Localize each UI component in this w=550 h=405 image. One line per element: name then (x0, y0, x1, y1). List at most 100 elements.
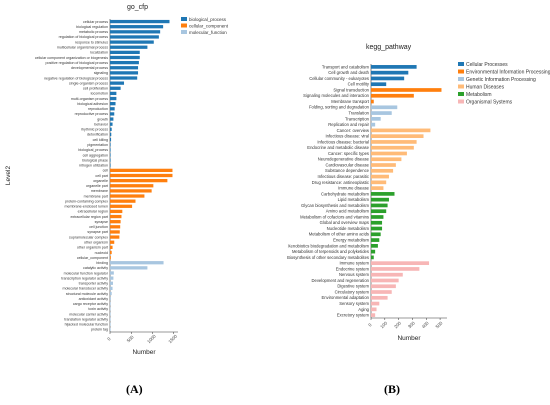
bar (110, 281, 113, 285)
bar (371, 128, 431, 133)
x-tick-label: 0 (367, 322, 373, 328)
category-label: negative regulation of biological proces… (44, 76, 108, 80)
bar (110, 271, 114, 275)
bar (371, 220, 383, 225)
legend-entry: Metabolism (466, 92, 492, 98)
bar (371, 249, 376, 254)
bar (110, 25, 164, 29)
bar (110, 209, 123, 214)
bar (110, 91, 117, 96)
category-label: Transcription (345, 116, 370, 121)
category-label: Cell motility (348, 82, 370, 87)
bar (110, 40, 154, 44)
category-label: Amino acid metabolism (326, 209, 370, 214)
category-label: hijacked molecular function (65, 323, 108, 327)
bar (371, 145, 414, 150)
category-label: Glycan biosynthesis and metabolism (301, 203, 369, 208)
bar (110, 148, 111, 152)
category-label: Excretory system (337, 313, 370, 318)
category-label: Membrane transport (331, 99, 370, 104)
category-label: Immune system (339, 261, 369, 266)
category-label: metabolic process (79, 30, 108, 34)
category-label: Infectious disease: parasitic (318, 174, 369, 179)
category-label: cellular_component (77, 256, 108, 260)
category-label: Cancer: specific types (328, 151, 369, 156)
category-label: locomotion (91, 92, 108, 96)
category-label: pigmentation (87, 143, 108, 147)
category-label: transcription regulator activity (61, 276, 108, 280)
category-label: extracellular region part (70, 215, 108, 219)
y-axis-label: Level2 (5, 166, 12, 186)
bar (110, 307, 111, 311)
panel-b-label: (B) (384, 382, 400, 396)
category-label: cellular component organization or bioge… (35, 56, 108, 60)
category-label: membrane (91, 189, 108, 193)
legend-swatch (458, 99, 464, 104)
bar (371, 238, 380, 242)
bar (371, 272, 403, 277)
category-label: Aging (358, 307, 369, 312)
bar (110, 127, 112, 131)
bar (110, 112, 115, 116)
bar (110, 158, 111, 162)
category-label: reproduction (88, 107, 108, 111)
bar (371, 151, 407, 156)
bar (110, 60, 139, 65)
bar (371, 267, 420, 271)
category-label: protein-containing complex (65, 199, 108, 203)
category-label: cell aggregation (83, 153, 108, 157)
category-label: Infectious disease: viral (325, 134, 369, 139)
bar (110, 143, 111, 147)
bar (110, 102, 116, 106)
legend-entry: Cellular Processes (466, 62, 508, 68)
category-label: Lipid metabolism (338, 197, 370, 202)
x-tick-label: 300 (407, 320, 416, 329)
category-label: Energy metabolism (333, 238, 369, 243)
category-label: cargo receptor activity (73, 302, 108, 306)
bar (110, 184, 154, 188)
bar (110, 168, 173, 173)
category-label: Nervous system (339, 272, 370, 277)
bar (110, 153, 111, 157)
x-tick-label: 200 (393, 320, 402, 329)
category-label: regulation of biological process (59, 35, 109, 39)
panel-a-label: (A) (126, 382, 143, 396)
category-label: Endocrine and metabolic disease (307, 145, 369, 150)
bar (371, 261, 430, 266)
bar (371, 76, 405, 81)
bar (110, 122, 113, 126)
category-label: Endocrine system (336, 266, 370, 271)
category-label: positive regulation of biological proces… (45, 61, 108, 65)
category-label: Drug resistance: antineoplastic (312, 180, 369, 185)
bar (371, 209, 387, 214)
bar (371, 278, 399, 283)
category-label: cell part (95, 174, 108, 178)
bar (371, 301, 380, 306)
bar (110, 276, 114, 280)
bar (110, 189, 152, 193)
category-label: Substance dependence (325, 168, 370, 173)
bar (110, 302, 111, 306)
category-label: molecular function regulator (64, 271, 109, 275)
bar (371, 313, 376, 317)
bar (371, 163, 396, 167)
category-label: Xenobiotics biodegradation and metabolis… (288, 243, 370, 248)
bar (110, 255, 111, 260)
bar (371, 93, 414, 98)
bar (371, 215, 384, 219)
bar (110, 266, 148, 270)
category-label: Signal transduction (333, 87, 369, 92)
legend-entry: cellular_component (189, 24, 229, 29)
bar (371, 82, 387, 87)
category-label: cell killing (93, 138, 108, 142)
legend-entry: molecular_function (189, 30, 227, 35)
legend-entry: Organismal Systems (466, 100, 513, 106)
go-chart-title: go_cfp (127, 4, 149, 11)
bar (110, 297, 111, 301)
bar (371, 65, 417, 69)
x-axis-label: Number (397, 335, 421, 342)
bar (371, 157, 402, 162)
bar (110, 178, 168, 183)
